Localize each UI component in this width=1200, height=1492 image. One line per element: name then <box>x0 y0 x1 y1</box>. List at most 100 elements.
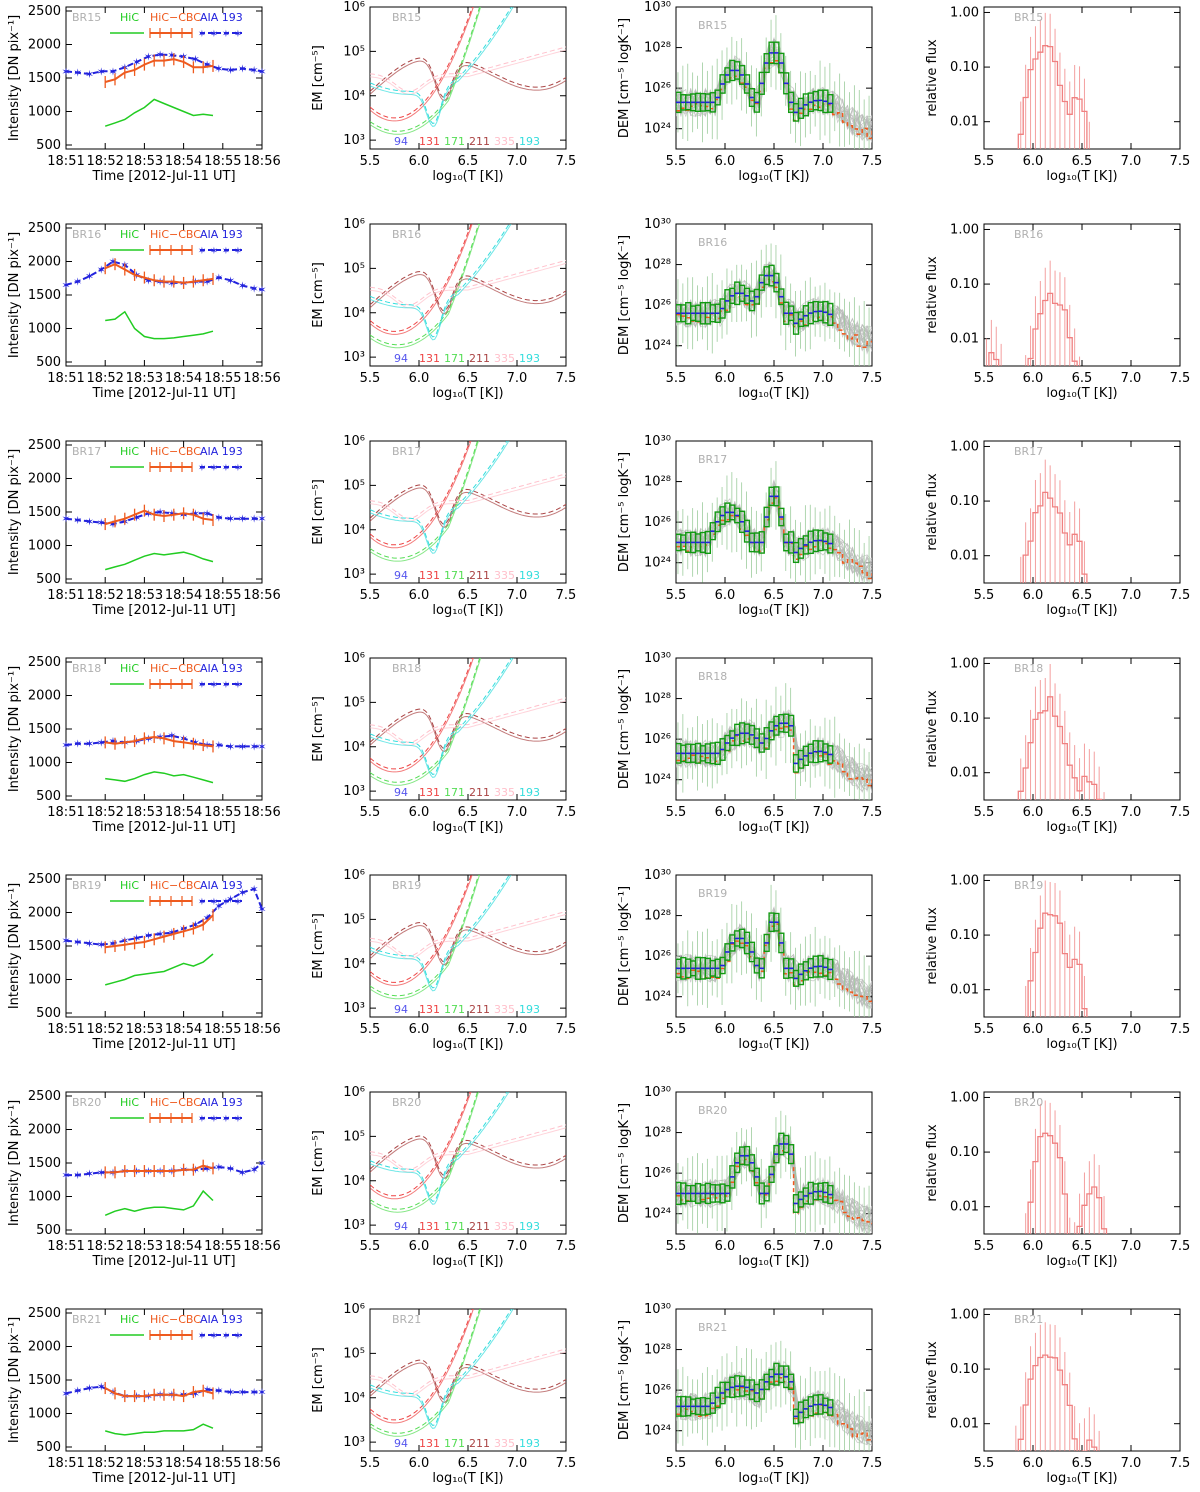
channel-label-335: 335 <box>494 135 515 148</box>
dem-hic-cbc-histogram <box>676 497 872 580</box>
y-tick-label: 10⁵ <box>343 1129 365 1144</box>
x-tick-label: 5.5 <box>360 371 381 386</box>
aia-point: ✶ <box>250 64 259 77</box>
em-curve-solid-211 <box>370 925 566 966</box>
flux-content <box>985 260 1081 366</box>
panel-id: BR16 <box>392 228 421 241</box>
aia-point: ✶ <box>214 63 223 76</box>
y-tick-label: 0.01 <box>950 766 979 781</box>
x-tick-label: 5.5 <box>360 1022 381 1037</box>
hic-cbc-series <box>104 509 214 526</box>
dem-panel: 5.5 6.0 6.5 7.0 7.5 10²⁴ 10²⁶ 10²⁸ 10³⁰ log₁₀(T [… <box>617 1085 882 1269</box>
hic-series <box>104 1189 214 1216</box>
y-tick-label: 500 <box>36 789 61 804</box>
channel-label-131: 131 <box>419 1437 440 1450</box>
channel-label-171: 171 <box>444 569 465 582</box>
x-tick-label: 18:51 <box>47 154 84 169</box>
aia-series <box>65 510 262 526</box>
aia-point: ✶ <box>167 49 176 62</box>
aia-point: ✶ <box>238 513 247 526</box>
x-tick-label: 7.0 <box>813 805 834 820</box>
y-tick-label: 10²⁸ <box>644 1126 671 1141</box>
y-tick-label: 2000 <box>28 1123 61 1138</box>
lightcurve-panel: 18:51 18:52 18:53 18:54 18:55 18:56 500 1000 150… <box>7 1306 281 1486</box>
em-panel: 5.5 6.0 6.5 7.0 7.5 10³ 10⁴ 10⁵ 10⁶ log₁₀(T [K]) E… <box>311 217 576 401</box>
em-curve-solid-335 <box>370 1351 566 1397</box>
y-tick-label: 10²⁸ <box>644 41 671 56</box>
aia-point: ✶ <box>257 1386 266 1399</box>
y-tick-label: 10⁵ <box>343 44 365 59</box>
x-axis-label: log₁₀(T [K]) <box>1046 1254 1117 1269</box>
channel-label-193: 193 <box>519 135 540 148</box>
channel-label-131: 131 <box>419 786 440 799</box>
x-tick-label: 5.5 <box>666 154 687 169</box>
plot-frame <box>369 1308 567 1452</box>
em-curves <box>370 224 566 349</box>
aia-point: ✶ <box>85 1382 94 1395</box>
x-axis-label: log₁₀(T [K]) <box>432 1254 503 1269</box>
channel-label-131: 131 <box>419 1220 440 1233</box>
channel-label-211: 211 <box>469 1003 490 1016</box>
x-tick-label: 18:54 <box>165 1456 202 1471</box>
aia-point: ✶ <box>132 56 141 69</box>
x-tick-label: 18:51 <box>47 371 84 386</box>
y-tick-label: 1000 <box>28 756 61 771</box>
channel-label-131: 131 <box>419 352 440 365</box>
em-curve-solid-335 <box>370 913 566 960</box>
legend-aia-mark: ✶ <box>198 29 206 40</box>
panel-id: BR16 <box>698 236 727 249</box>
y-tick-label: 10²⁶ <box>644 81 671 96</box>
x-tick-label: 6.0 <box>1023 1456 1044 1471</box>
y-axis-label: Intensity [DN pix⁻¹] <box>7 1317 22 1443</box>
panel-id: BR19 <box>72 879 101 892</box>
aia-point: ✶ <box>97 517 106 530</box>
legend-hic-cbc: HiC−CBC <box>150 879 201 892</box>
flux-content <box>1017 12 1090 149</box>
em-curve-solid-171 <box>370 224 481 349</box>
x-tick-label: 5.5 <box>360 1456 381 1471</box>
y-axis-label: DEM [cm⁻⁵ logK⁻¹] <box>617 1320 632 1440</box>
y-tick-label: 0.10 <box>950 711 979 726</box>
y-axis-label: EM [cm⁻⁵] <box>311 1130 326 1196</box>
legend-hic: HiC <box>120 11 139 24</box>
aia-point: ✶ <box>132 511 141 524</box>
x-tick-label: 18:54 <box>165 1022 202 1037</box>
plot-frame <box>369 6 567 150</box>
x-tick-label: 18:51 <box>47 805 84 820</box>
y-tick-label: 1500 <box>28 71 61 86</box>
x-tick-label: 7.5 <box>862 371 883 386</box>
x-axis-label: Time [2012-Jul-11 UT] <box>91 169 235 184</box>
y-tick-label: 1.00 <box>950 5 979 20</box>
x-tick-label: 7.5 <box>862 588 883 603</box>
em-curve-131 <box>370 875 472 983</box>
y-tick-label: 10⁴ <box>343 306 365 321</box>
x-axis-label: log₁₀(T [K]) <box>432 820 503 835</box>
x-tick-label: 18:52 <box>86 1239 123 1254</box>
flux-panel: 5.5 6.0 6.5 7.0 7.5 0.01 0.10 1.00 log₁₀(T [K]) r… <box>925 439 1190 618</box>
channel-label-335: 335 <box>494 1220 515 1233</box>
legend-aia-mark: ✶ <box>198 680 206 691</box>
x-tick-label: 5.5 <box>360 588 381 603</box>
y-axis-label: DEM [cm⁻⁵ logK⁻¹] <box>617 452 632 572</box>
x-tick-label: 5.5 <box>974 154 995 169</box>
em-curve-solid-335 <box>370 1127 566 1173</box>
em-curve-211 <box>370 484 566 525</box>
aia-point: ✶ <box>238 740 247 753</box>
aia-point: ✶ <box>61 1387 70 1400</box>
flux-histogram <box>1022 491 1088 583</box>
em-panel: 5.5 6.0 6.5 7.0 7.5 10³ 10⁴ 10⁵ 10⁶ log₁₀(T [K]) E… <box>311 868 576 1052</box>
channel-label-193: 193 <box>519 352 540 365</box>
x-tick-label: 6.0 <box>1023 154 1044 169</box>
y-tick-label: 10⁶ <box>343 0 365 15</box>
x-tick-label: 6.5 <box>764 1022 785 1037</box>
legend-hic: HiC <box>120 228 139 241</box>
x-tick-label: 7.0 <box>813 1239 834 1254</box>
em-curve-solid-211 <box>370 274 566 315</box>
y-axis-label: EM [cm⁻⁵] <box>311 1347 326 1413</box>
aia-point: ✶ <box>73 276 82 289</box>
em-curve-211 <box>370 57 566 98</box>
y-tick-label: 10³ <box>343 784 365 799</box>
hic-cbc-series <box>104 1387 214 1398</box>
y-tick-label: 1000 <box>28 322 61 337</box>
x-tick-label: 5.5 <box>974 1239 995 1254</box>
